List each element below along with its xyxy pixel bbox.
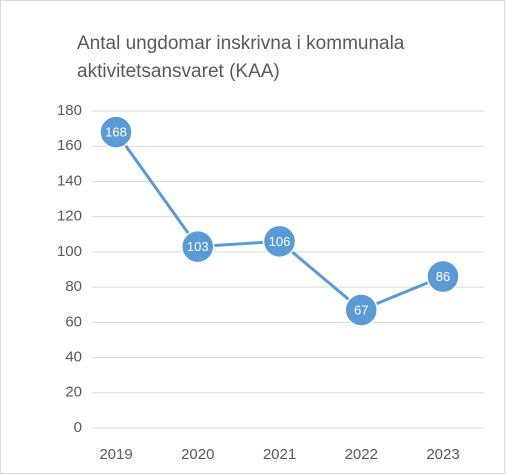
y-tick-label: 140 bbox=[57, 172, 82, 189]
data-point bbox=[99, 115, 133, 149]
data-label: 86 bbox=[436, 269, 450, 284]
x-tick-label: 2022 bbox=[345, 446, 378, 463]
data-point bbox=[344, 293, 378, 327]
y-tick-label: 60 bbox=[65, 313, 82, 330]
y-tick-label: 40 bbox=[65, 349, 82, 366]
data-label: 67 bbox=[354, 302, 368, 317]
x-tick-label: 2023 bbox=[426, 446, 459, 463]
y-tick-label: 120 bbox=[57, 208, 82, 225]
y-tick-label: 80 bbox=[65, 278, 82, 295]
y-tick-label: 0 bbox=[74, 419, 82, 436]
y-tick-label: 20 bbox=[65, 384, 82, 401]
y-tick-label: 160 bbox=[57, 137, 82, 154]
y-tick-label: 180 bbox=[57, 102, 82, 119]
data-point bbox=[262, 224, 297, 259]
data-label: 106 bbox=[269, 234, 291, 249]
chart-title: Antal ungdomar inskrivna i kommunala akt… bbox=[77, 33, 405, 82]
x-tick-label: 2020 bbox=[181, 446, 214, 463]
y-tick-label: 100 bbox=[57, 243, 82, 260]
x-tick-label: 2021 bbox=[263, 446, 296, 463]
data-point bbox=[426, 259, 460, 294]
data-label: 168 bbox=[105, 125, 127, 140]
data-point bbox=[181, 229, 215, 264]
x-tick-label: 2019 bbox=[99, 446, 132, 463]
data-label: 103 bbox=[187, 239, 209, 254]
